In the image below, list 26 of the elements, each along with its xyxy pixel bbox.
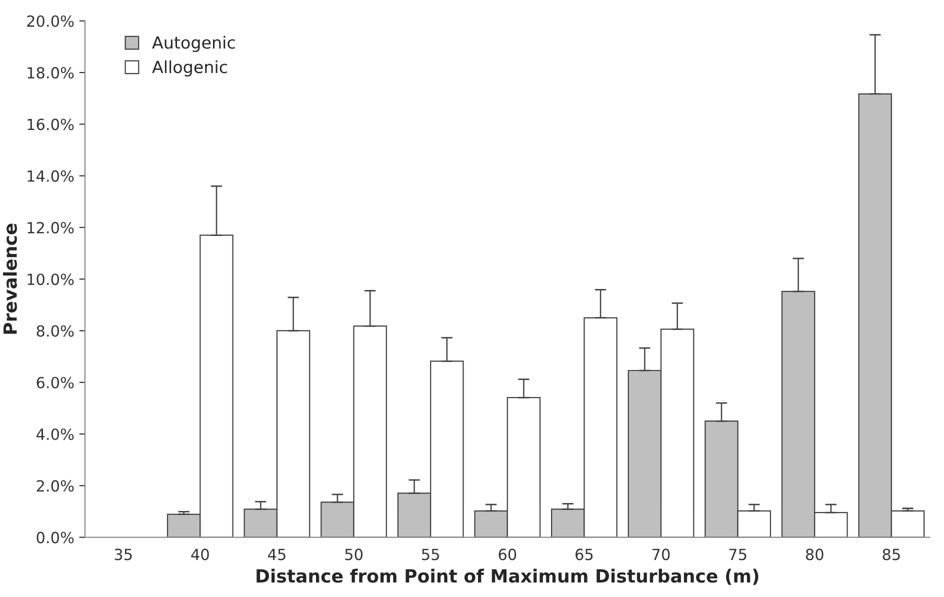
x-tick-label: 75	[729, 548, 746, 560]
x-tick-label: 40	[191, 548, 209, 560]
x-tick-label: 70	[652, 548, 670, 560]
y-tick-label: 0.0%	[36, 532, 74, 544]
x-axis-title: Distance from Point of Maximum Disturbance (m)	[256, 568, 758, 585]
y-tick-label: 12.0%	[28, 222, 74, 234]
x-tick-label: 85	[882, 548, 900, 560]
y-tick-label: 14.0%	[28, 170, 74, 182]
y-tick-label: 20.0%	[27, 15, 74, 27]
y-tick-label: 6.0%	[36, 376, 74, 388]
legend-label: Autogenic	[152, 36, 235, 52]
y-tick-label: 2.0%	[36, 480, 74, 492]
x-tick-label: 35	[114, 548, 132, 560]
y-tick-label: 18.0%	[28, 67, 74, 79]
x-tick-label: 50	[345, 548, 362, 560]
y-tick-label: 16.0%	[28, 118, 74, 130]
y-axis-title: Prevalence	[2, 224, 17, 334]
y-tick-label: 8.0%	[36, 325, 74, 337]
x-tick-label: 55	[422, 548, 439, 560]
x-tick-label: 80	[806, 548, 824, 560]
x-tick-label: 65	[576, 548, 593, 560]
legend-label: Allogenic	[152, 60, 227, 76]
x-tick-label: 60	[498, 548, 516, 560]
x-tick-label: 45	[268, 548, 286, 560]
y-tick-label: 10.0%	[28, 274, 74, 286]
y-tick-label: 4.0%	[36, 428, 74, 440]
